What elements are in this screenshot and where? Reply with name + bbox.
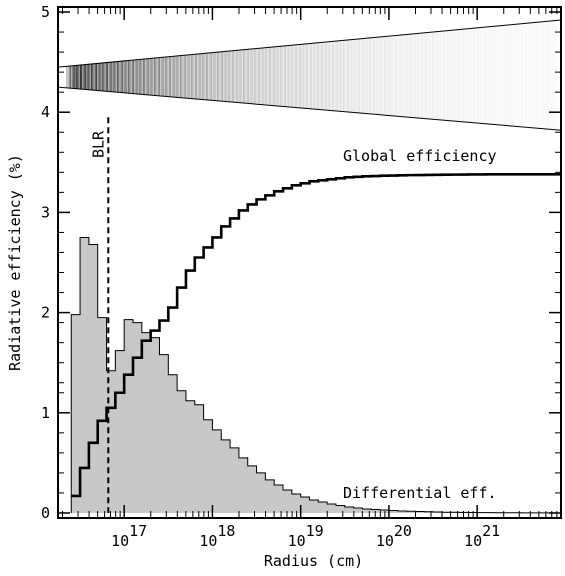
histogram-bar bbox=[221, 439, 231, 513]
x-tick-label: 10 bbox=[111, 532, 129, 550]
histogram-bar bbox=[371, 509, 381, 513]
histogram-bar bbox=[283, 489, 293, 513]
histogram-bar bbox=[194, 404, 204, 513]
cone-strips bbox=[57, 19, 562, 131]
histogram-bar bbox=[300, 496, 310, 513]
histogram-bar bbox=[80, 237, 90, 513]
global-efficiency-line bbox=[71, 173, 561, 498]
x-tick-exponent: 21 bbox=[482, 522, 500, 540]
y-tick-label: 4 bbox=[41, 103, 50, 121]
histogram-bar bbox=[185, 400, 196, 513]
histogram-bar bbox=[97, 317, 107, 513]
y-tick-label: 5 bbox=[41, 3, 50, 21]
y-tick-label: 2 bbox=[41, 304, 50, 322]
histogram-bar bbox=[230, 447, 240, 513]
y-tick-label: 0 bbox=[41, 504, 50, 522]
histogram-bar bbox=[265, 479, 275, 513]
histogram-bar bbox=[318, 501, 328, 513]
histogram-bar bbox=[115, 350, 125, 513]
histogram-bar bbox=[203, 419, 213, 513]
histogram-bar bbox=[406, 511, 416, 513]
global-efficiency-label: Global efficiency bbox=[343, 147, 497, 165]
y-tick-label: 3 bbox=[41, 203, 50, 221]
histogram-bar bbox=[106, 370, 116, 513]
histogram-bar bbox=[150, 337, 160, 513]
histogram-bar bbox=[212, 429, 222, 513]
histogram-bar bbox=[397, 510, 407, 513]
histogram-bar bbox=[344, 506, 354, 513]
histogram-bar bbox=[247, 465, 257, 513]
y-tick-label: 1 bbox=[41, 404, 50, 422]
histogram-bar bbox=[362, 508, 372, 513]
y-axis-label: Radiative efficiency (%) bbox=[6, 154, 24, 371]
labels: Radiative efficiency (%) Radius (cm) Glo… bbox=[6, 130, 497, 570]
histogram-bar bbox=[291, 493, 301, 513]
histogram-bar bbox=[309, 499, 319, 513]
x-tick-label: 10 bbox=[376, 532, 394, 550]
cone-upper-edge bbox=[57, 19, 562, 68]
histogram-bar bbox=[141, 332, 151, 513]
x-tick-label: 10 bbox=[288, 532, 306, 550]
histogram-bar bbox=[133, 322, 143, 513]
histogram-bar bbox=[256, 472, 266, 513]
x-tick-exponent: 19 bbox=[306, 522, 324, 540]
histogram-bar bbox=[177, 390, 187, 513]
x-tick-label: 10 bbox=[464, 532, 482, 550]
x-axis-label: Radius (cm) bbox=[264, 552, 363, 570]
x-tick-exponent: 18 bbox=[217, 522, 235, 540]
plot-frame bbox=[57, 6, 562, 519]
histogram-bar bbox=[424, 511, 434, 513]
histogram-bar bbox=[415, 511, 425, 513]
histogram-bar bbox=[159, 354, 169, 513]
histogram-bar bbox=[168, 374, 178, 513]
histogram-bar bbox=[327, 503, 337, 513]
blr-label: BLR bbox=[89, 130, 107, 158]
x-tick-exponent: 17 bbox=[129, 522, 147, 540]
histogram-bar bbox=[88, 244, 99, 513]
histogram-bar bbox=[71, 314, 81, 513]
differential-eff-label: Differential eff. bbox=[343, 484, 497, 502]
histogram-bar bbox=[388, 510, 399, 513]
histogram-bar bbox=[124, 319, 134, 513]
histogram-bar bbox=[353, 507, 363, 513]
histogram-bar bbox=[335, 505, 346, 513]
histogram-bar bbox=[238, 457, 249, 513]
x-tick-exponent: 20 bbox=[394, 522, 412, 540]
cone-lower-edge bbox=[57, 86, 562, 131]
histogram-bar bbox=[274, 484, 284, 513]
global-efficiency-curve bbox=[71, 173, 561, 498]
x-tick-label: 10 bbox=[199, 532, 217, 550]
